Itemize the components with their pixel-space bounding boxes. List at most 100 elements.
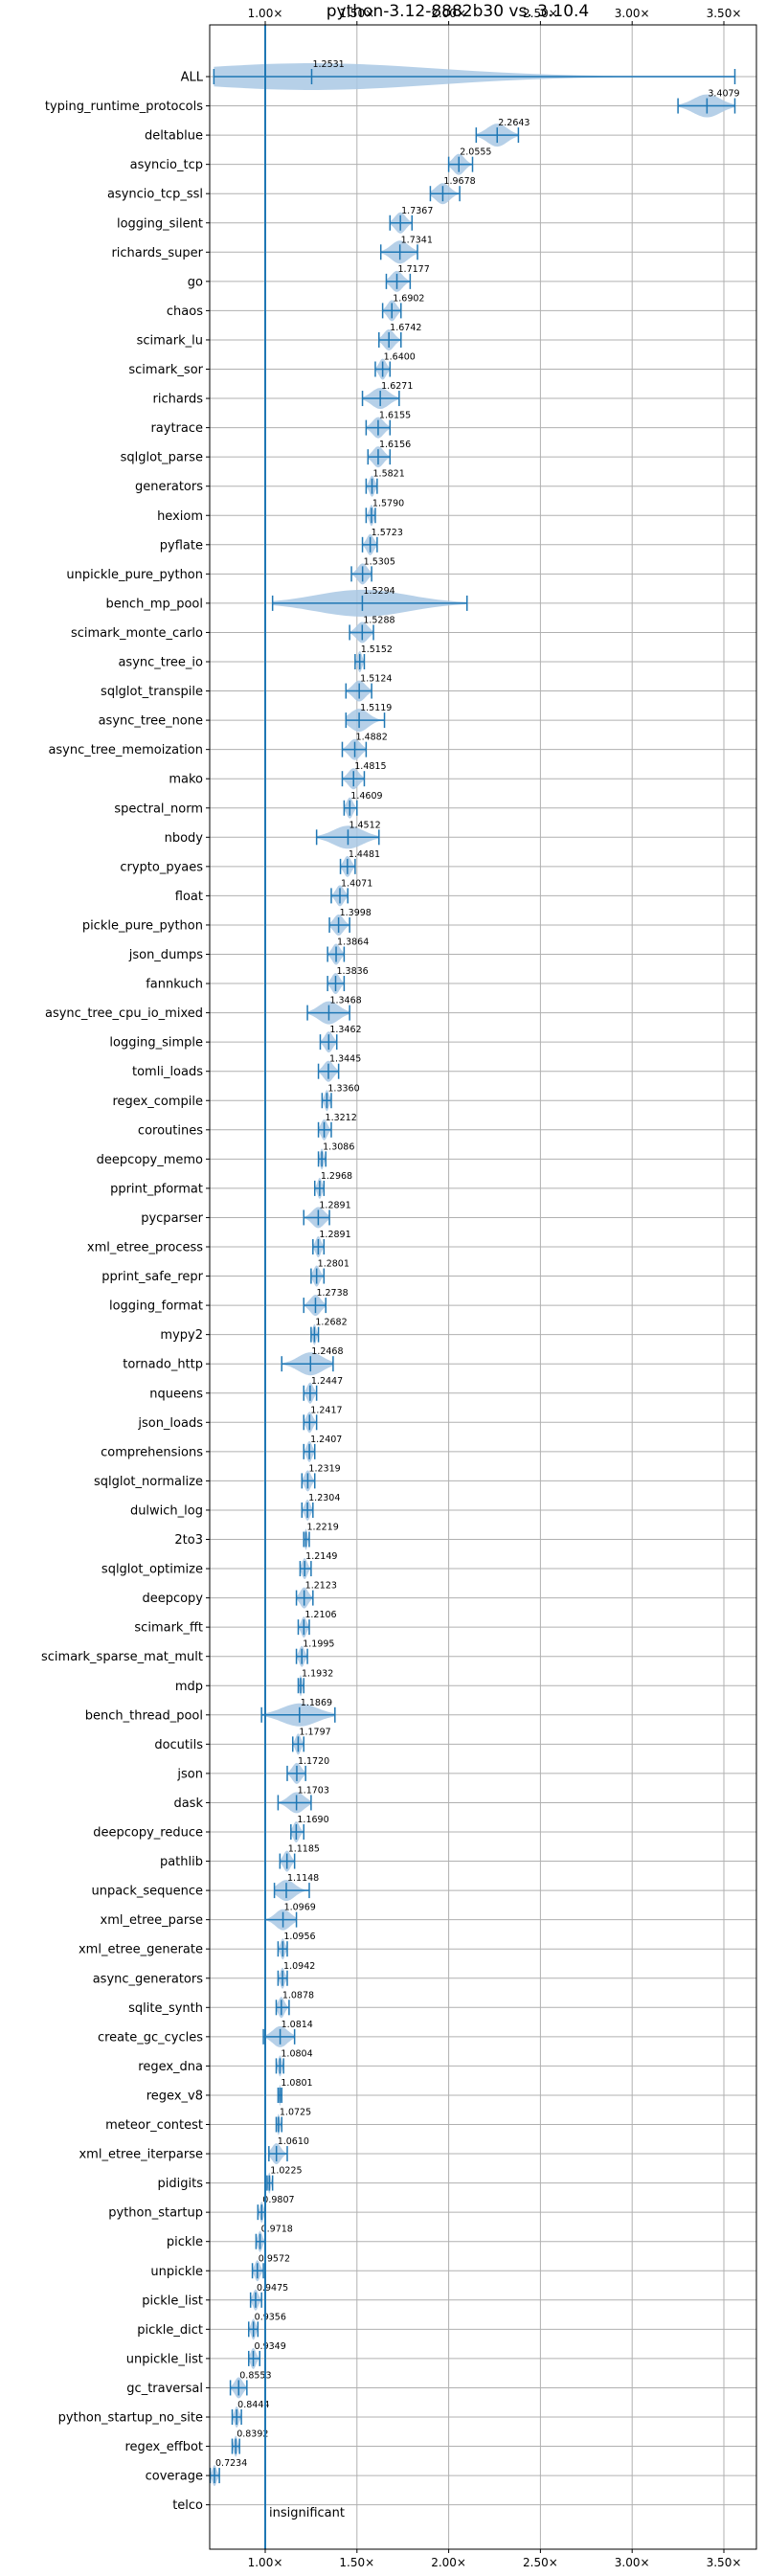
violin-spectral_norm: 1.4609 bbox=[343, 791, 383, 819]
violin-json_dumps: 1.3864 bbox=[327, 938, 369, 965]
value-label: 1.3864 bbox=[337, 938, 369, 948]
category-label: json_loads bbox=[137, 1416, 203, 1431]
violin-unpickle: 0.9572 bbox=[251, 2253, 290, 2282]
category-label: richards_super bbox=[111, 246, 203, 260]
violin-go: 1.7177 bbox=[385, 264, 430, 292]
violin-async_tree_memoization: 1.4882 bbox=[341, 733, 388, 760]
category-label: python_startup bbox=[108, 2206, 203, 2221]
category-label: scimark_sor bbox=[128, 363, 203, 377]
value-label: 1.5294 bbox=[363, 586, 394, 597]
value-label: 1.2106 bbox=[304, 1610, 336, 1620]
x-tick-label-bottom: 2.50× bbox=[523, 2556, 558, 2569]
x-tick-label-bottom: 1.50× bbox=[339, 2556, 374, 2569]
category-labels: ALL typing_runtime_protocols deltablue asyn… bbox=[41, 71, 210, 2513]
value-label: 1.2219 bbox=[307, 1523, 339, 1533]
violin-regex_dna: 1.0804 bbox=[275, 2048, 313, 2077]
category-label: unpickle bbox=[150, 2265, 203, 2279]
value-label: 1.2447 bbox=[311, 1376, 343, 1387]
category-label: pprint_pformat bbox=[110, 1182, 203, 1196]
violin-logging_format: 1.2738 bbox=[303, 1288, 349, 1317]
category-label: asyncio_tcp bbox=[130, 158, 203, 172]
x-tick-label-bottom: 3.50× bbox=[707, 2556, 742, 2569]
violin-scimark_sparse_mat_mult: 1.1995 bbox=[295, 1639, 334, 1667]
value-label: 1.4512 bbox=[349, 820, 380, 830]
violin-pycparser: 1.2891 bbox=[303, 1200, 351, 1229]
category-label: pickle_list bbox=[142, 2294, 203, 2308]
violin-regex_effbot: 0.8392 bbox=[231, 2429, 268, 2457]
value-label: 1.6400 bbox=[384, 352, 416, 363]
violin-nbody: 1.4512 bbox=[315, 820, 381, 849]
category-label: xml_etree_generate bbox=[79, 1943, 203, 1957]
category-label: mdp bbox=[175, 1680, 203, 1694]
value-label: 1.4071 bbox=[341, 878, 372, 889]
value-label: 0.9475 bbox=[257, 2283, 288, 2294]
violin-pickle_dict: 0.9356 bbox=[248, 2312, 286, 2340]
violin-python_startup: 0.9807 bbox=[257, 2195, 295, 2224]
category-label: crypto_pyaes bbox=[120, 860, 203, 874]
category-label: bench_thread_pool bbox=[85, 1708, 203, 1723]
category-label: pprint_safe_repr bbox=[101, 1270, 203, 1284]
category-label: async_tree_io bbox=[118, 656, 203, 670]
value-label: 1.0801 bbox=[281, 2078, 312, 2089]
violin-chaos: 1.6902 bbox=[381, 293, 424, 322]
value-label: 3.4079 bbox=[708, 89, 739, 100]
category-label: pyflate bbox=[160, 538, 203, 553]
value-label: 1.1995 bbox=[303, 1639, 334, 1650]
violin-xml_etree_parse: 1.0969 bbox=[264, 1903, 316, 1931]
value-label: 2.2643 bbox=[498, 118, 529, 128]
value-label: 1.2531 bbox=[312, 59, 344, 70]
category-label: async_tree_memoization bbox=[48, 743, 203, 757]
category-label: bench_mp_pool bbox=[105, 597, 203, 611]
violin-async_tree_io: 1.5152 bbox=[354, 644, 393, 672]
category-label: tornado_http bbox=[123, 1358, 203, 1372]
category-label: regex_compile bbox=[112, 1095, 203, 1109]
violin-mypy2: 1.2682 bbox=[310, 1318, 348, 1345]
violin-pickle: 0.9718 bbox=[255, 2225, 293, 2252]
value-label: 0.9807 bbox=[262, 2195, 294, 2205]
category-label: xml_etree_process bbox=[87, 1241, 203, 1255]
violin-tomli_loads: 1.3445 bbox=[317, 1054, 361, 1082]
violin-asyncio_tcp: 2.0555 bbox=[447, 147, 491, 175]
violin-async_generators: 1.0942 bbox=[277, 1961, 315, 1989]
violin-scimark_monte_carlo: 1.5288 bbox=[349, 615, 395, 644]
violin-gc_traversal: 0.8553 bbox=[229, 2370, 272, 2399]
category-label: regex_effbot bbox=[124, 2440, 203, 2454]
violin-xml_etree_iterparse: 1.0610 bbox=[268, 2136, 309, 2164]
category-label: docutils bbox=[154, 1738, 203, 1752]
violin-pidigits: 1.0225 bbox=[266, 2166, 303, 2194]
category-label: async_tree_cpu_io_mixed bbox=[45, 1006, 203, 1021]
value-label: 0.9718 bbox=[261, 2225, 293, 2235]
category-label: pathlib bbox=[160, 1855, 203, 1869]
violin-sqlglot_normalize: 1.2319 bbox=[301, 1463, 341, 1492]
value-label: 1.0956 bbox=[283, 1932, 315, 1942]
value-label: 1.9678 bbox=[443, 176, 475, 187]
violins: 1.2531 3.4079 2.2643 2.0555 1.9678 1.7367 1.73… bbox=[209, 59, 740, 2487]
category-label: scimark_fft bbox=[134, 1621, 203, 1636]
category-label: regex_dna bbox=[138, 2060, 203, 2074]
violin-regex_v8: 1.0801 bbox=[277, 2078, 313, 2106]
category-label: dask bbox=[173, 1796, 203, 1811]
category-label: generators bbox=[135, 480, 203, 494]
value-label: 1.2891 bbox=[319, 1230, 350, 1240]
category-label: asyncio_tcp_ssl bbox=[107, 188, 203, 202]
value-label: 0.9572 bbox=[259, 2253, 290, 2264]
violin-pickle_pure_python: 1.3998 bbox=[328, 908, 372, 936]
value-label: 1.5124 bbox=[360, 674, 392, 685]
category-label: typing_runtime_protocols bbox=[45, 100, 203, 114]
violin-2to3: 1.2219 bbox=[303, 1523, 339, 1550]
violin-pyflate: 1.5723 bbox=[361, 528, 403, 555]
category-label: unpickle_list bbox=[126, 2352, 203, 2366]
violin-unpickle_list: 0.9349 bbox=[248, 2341, 286, 2369]
value-label: 1.2149 bbox=[305, 1551, 337, 1562]
violin-coverage: 0.7234 bbox=[209, 2458, 247, 2487]
value-label: 1.6156 bbox=[379, 440, 411, 450]
x-tick-label-top: 2.50× bbox=[523, 7, 558, 20]
x-axis-top: 1.00× 1.50× 2.00× 2.50× 3.00× 3.50× bbox=[248, 7, 741, 25]
category-label: scimark_lu bbox=[137, 333, 203, 348]
violin-mako: 1.4815 bbox=[341, 761, 387, 790]
violin-deepcopy: 1.2123 bbox=[295, 1581, 337, 1609]
category-label: scimark_sparse_mat_mult bbox=[41, 1650, 203, 1664]
violin-deepcopy_reduce: 1.1690 bbox=[290, 1815, 329, 1842]
category-label: sqlglot_optimize bbox=[101, 1563, 203, 1577]
value-label: 1.4815 bbox=[354, 761, 386, 772]
